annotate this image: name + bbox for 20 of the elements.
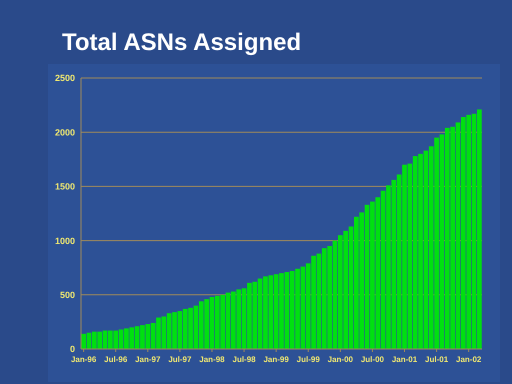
- x-tick-label: Jan-99: [263, 355, 290, 364]
- x-tick-label: Jul-00: [360, 355, 385, 364]
- x-tick-label: Jul-01: [425, 355, 449, 364]
- x-tick-label: Jan-96: [70, 355, 97, 364]
- x-tick-label: Jul-99: [296, 355, 320, 364]
- x-tick-label: Jan-01: [392, 355, 418, 364]
- x-tick-label: Jan-97: [135, 355, 162, 364]
- chart-title: Total ASNs Assigned: [62, 29, 302, 56]
- x-tick-label: Jul-96: [104, 355, 128, 364]
- x-tick-label: Jan-98: [199, 355, 226, 364]
- x-tick-label: Jul-97: [168, 355, 192, 364]
- y-tick-label: 1000: [54, 236, 75, 246]
- x-tick-label: Jan-02: [456, 355, 482, 364]
- y-tick-label: 1500: [54, 182, 75, 192]
- y-tick-label: 2000: [54, 127, 75, 138]
- y-tick-label: 0: [70, 344, 75, 354]
- y-tick-label: 500: [60, 290, 75, 300]
- x-tick-label: Jul-98: [232, 355, 256, 364]
- y-tick-label: 2500: [54, 73, 75, 84]
- x-tick-label: Jan-00: [328, 355, 354, 364]
